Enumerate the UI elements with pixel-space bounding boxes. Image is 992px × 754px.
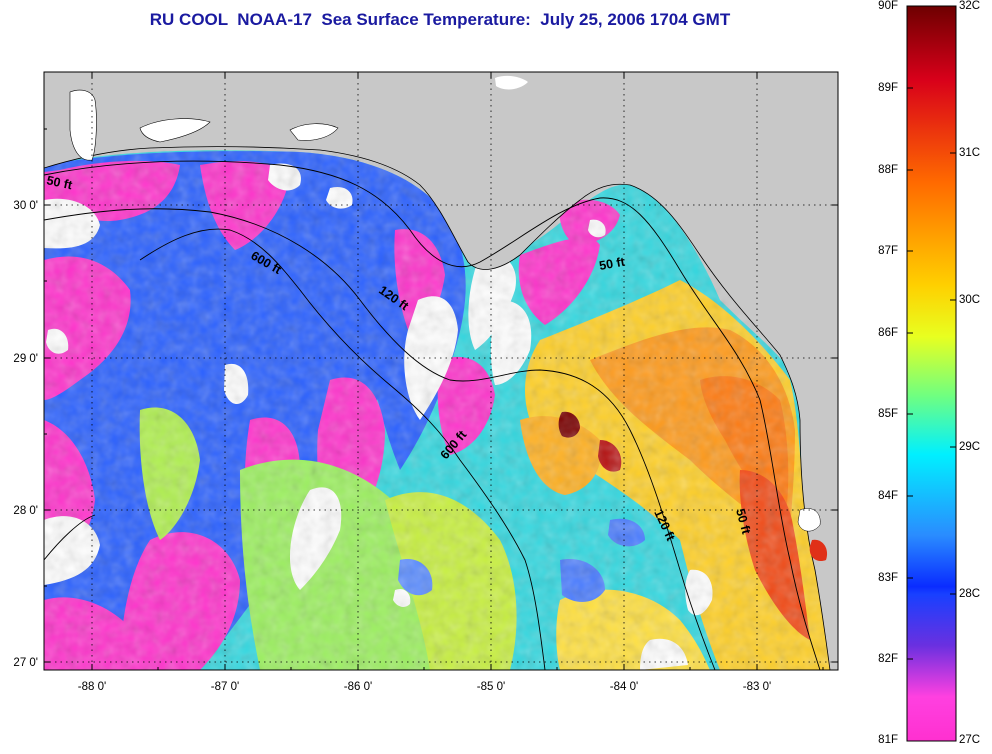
colorbar-label-f: 85F [878, 408, 898, 420]
lon-tick-label: -88 0' [78, 681, 106, 693]
colorbar-label-f: 81F [878, 734, 898, 746]
contour-label-50ft: 50 ft [733, 507, 753, 536]
contour-600ft [139, 228, 546, 670]
colorbar-label-f: 86F [878, 327, 898, 339]
axis-ticks [44, 72, 838, 670]
lat-tick-label: 28 0' [13, 505, 38, 517]
colorbar-label-c: 27C [959, 734, 981, 746]
latitude-labels: 30 0' 29 0' 28 0' 27 0' [13, 200, 38, 669]
colorbar-label-c: 31C [959, 147, 981, 159]
colorbar-label-c: 28C [959, 588, 981, 600]
florida-coastline [44, 72, 838, 670]
sea-surface-temperature-field [44, 72, 838, 670]
contour-120ft [44, 208, 716, 670]
lat-tick-label: 29 0' [13, 353, 38, 365]
colorbar [906, 5, 957, 742]
lon-tick-label: -86 0' [344, 681, 372, 693]
contour-label-50ft: 50 ft [45, 173, 74, 192]
lon-tick-label: -84 0' [610, 681, 638, 693]
contour-50ft [44, 160, 821, 670]
colorbar-label-c: 30C [959, 294, 981, 306]
depth-contours [44, 160, 821, 670]
colorbar-label-c: 29C [959, 441, 981, 453]
colorbar-label-f: 87F [878, 245, 898, 257]
graticule [44, 72, 838, 670]
lon-tick-label: -83 0' [743, 681, 771, 693]
lat-tick-label: 30 0' [13, 200, 38, 212]
colorbar-label-f: 89F [878, 82, 898, 94]
lon-tick-label: -85 0' [477, 681, 505, 693]
colorbar-label-f: 90F [878, 0, 898, 12]
contour-label-50ft: 50 ft [598, 255, 627, 273]
colorbar-ticks [907, 87, 956, 660]
lat-tick-label: 27 0' [13, 657, 38, 669]
colorbar-label-f: 88F [878, 164, 898, 176]
colorbar-label-c: 32C [959, 0, 981, 12]
map-frame [43, 71, 839, 671]
colorbar-label-f: 83F [878, 572, 898, 584]
map-title: RU COOL NOAA-17 Sea Surface Temperature:… [149, 10, 731, 29]
colorbar-gradient [906, 5, 957, 742]
lon-tick-label: -87 0' [211, 681, 239, 693]
colorbar-label-f: 84F [878, 490, 898, 502]
colorbar-label-f: 82F [878, 653, 898, 665]
longitude-labels: -88 0' -87 0' -86 0' -85 0' -84 0' -83 0… [78, 681, 771, 693]
